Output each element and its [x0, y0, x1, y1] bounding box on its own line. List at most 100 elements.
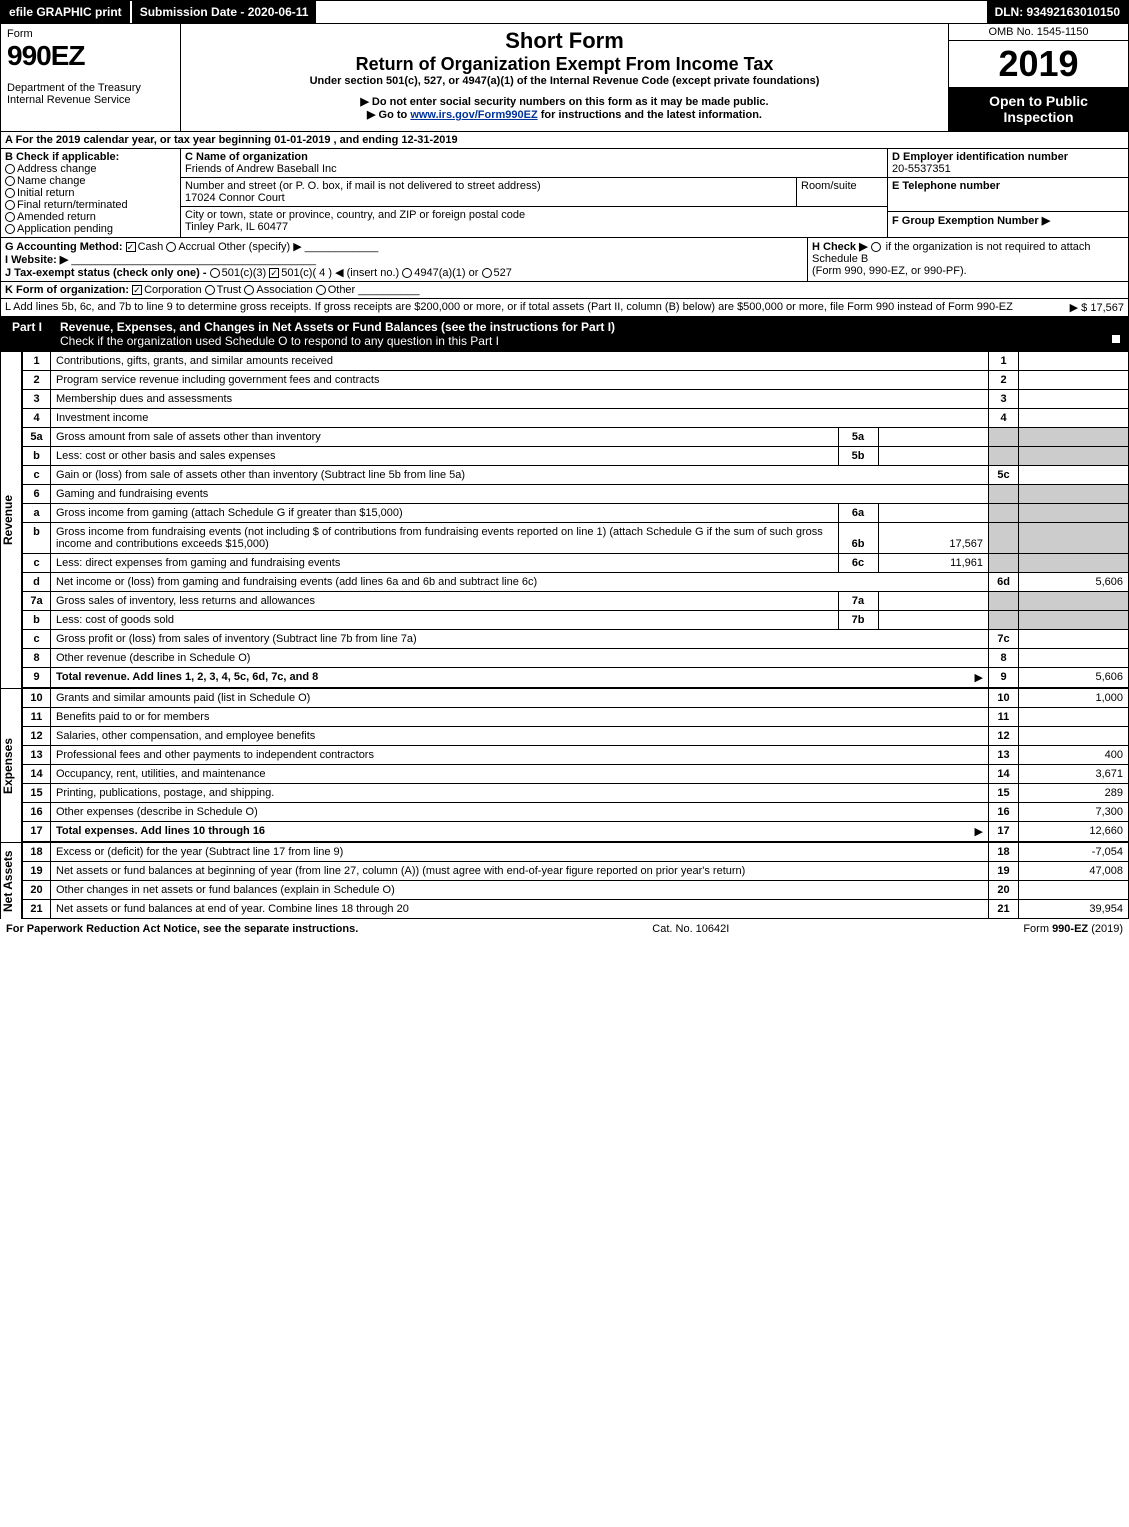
label-501c: 501(c)( 4 ) ◀ (insert no.)	[281, 267, 399, 279]
label-527: 527	[494, 267, 512, 279]
omb-number: OMB No. 1545-1150	[949, 24, 1128, 41]
line-16-num: 16	[23, 803, 51, 822]
line-4-desc: Investment income	[51, 409, 989, 428]
goto-link[interactable]: www.irs.gov/Form990EZ	[410, 109, 537, 121]
line-20-ref: 20	[989, 881, 1019, 900]
check-527[interactable]	[482, 268, 492, 278]
check-initial-return[interactable]	[5, 188, 15, 198]
line-7a-shade2	[1019, 592, 1129, 611]
line-7a-desc: Gross sales of inventory, less returns a…	[51, 592, 838, 610]
line-2-num: 2	[23, 371, 51, 390]
check-501c[interactable]	[269, 268, 279, 278]
line-12-amt	[1019, 727, 1129, 746]
check-name-change[interactable]	[5, 176, 15, 186]
line-5b-desc: Less: cost or other basis and sales expe…	[51, 447, 838, 465]
line-h-text2: (Form 990, 990-EZ, or 990-PF).	[812, 265, 967, 277]
check-schedule-o-used[interactable]	[1111, 334, 1121, 344]
line-13-num: 13	[23, 746, 51, 765]
expenses-vertical-label: Expenses	[0, 688, 22, 842]
street-value: 17024 Connor Court	[185, 192, 285, 204]
line-21-desc: Net assets or fund balances at end of ye…	[51, 900, 989, 919]
line-13-amt: 400	[1019, 746, 1129, 765]
line-6a-shade1	[989, 504, 1019, 523]
line-15-num: 15	[23, 784, 51, 803]
top-bar: efile GRAPHIC print Submission Date - 20…	[0, 0, 1129, 24]
line-9-num: 9	[23, 668, 51, 688]
label-accrual: Accrual	[178, 241, 215, 253]
efile-print-button[interactable]: efile GRAPHIC print	[1, 1, 130, 23]
line-6b-desc: Gross income from fundraising events (no…	[51, 523, 838, 553]
line-6b-subamt: 17,567	[878, 523, 988, 553]
check-501c3[interactable]	[210, 268, 220, 278]
line-7a-sub: 7a	[838, 592, 878, 610]
org-name: Friends of Andrew Baseball Inc	[185, 163, 337, 175]
check-application-pending[interactable]	[5, 224, 15, 234]
label-name-change: Name change	[17, 175, 86, 187]
line-17-arrow: ▶	[975, 825, 983, 838]
line-7b-subamt	[878, 611, 988, 629]
check-schedule-b-not-required[interactable]	[871, 242, 881, 252]
check-corporation[interactable]	[132, 285, 142, 295]
city-value: Tinley Park, IL 60477	[185, 221, 288, 233]
box-b-label: B Check if applicable:	[5, 151, 119, 163]
check-trust[interactable]	[205, 285, 215, 295]
label-other-specify: Other (specify) ▶	[218, 241, 302, 253]
check-cash[interactable]	[126, 242, 136, 252]
check-association[interactable]	[244, 285, 254, 295]
tax-year: 2019	[949, 41, 1128, 87]
open-public-inspection: Open to Public Inspection	[949, 87, 1128, 131]
line-12-desc: Salaries, other compensation, and employ…	[51, 727, 989, 746]
part-i-check-text: Check if the organization used Schedule …	[60, 334, 499, 348]
title-return: Return of Organization Exempt From Incom…	[187, 54, 942, 75]
title-short-form: Short Form	[187, 28, 942, 54]
check-address-change[interactable]	[5, 164, 15, 174]
line-14-amt: 3,671	[1019, 765, 1129, 784]
net-assets-vertical-label: Net Assets	[0, 842, 22, 919]
irs-label: Internal Revenue Service	[7, 94, 174, 106]
line-6a-sub: 6a	[838, 504, 878, 522]
line-4-num: 4	[23, 409, 51, 428]
revenue-section: Revenue 1Contributions, gifts, grants, a…	[0, 351, 1129, 688]
line-5b-shade2	[1019, 447, 1129, 466]
line-10-ref: 10	[989, 689, 1019, 708]
line-6a-num: a	[23, 504, 51, 523]
line-j-label: J Tax-exempt status (check only one) -	[5, 267, 207, 279]
line-20-num: 20	[23, 881, 51, 900]
line-7b-num: b	[23, 611, 51, 630]
line-6c-sub: 6c	[838, 554, 878, 572]
check-accrual[interactable]	[166, 242, 176, 252]
line-13-ref: 13	[989, 746, 1019, 765]
box-d-label: D Employer identification number	[892, 151, 1068, 163]
line-21-amt: 39,954	[1019, 900, 1129, 919]
line-6a-subamt	[878, 504, 988, 522]
line-21-num: 21	[23, 900, 51, 919]
form-number: 990EZ	[7, 40, 174, 72]
line-1-desc: Contributions, gifts, grants, and simila…	[51, 352, 989, 371]
line-6c-desc: Less: direct expenses from gaming and fu…	[51, 554, 838, 572]
check-4947a1[interactable]	[402, 268, 412, 278]
line-21-ref: 21	[989, 900, 1019, 919]
check-amended-return[interactable]	[5, 212, 15, 222]
line-h-label: H Check ▶	[812, 241, 868, 253]
line-6-shade1	[989, 485, 1019, 504]
org-info-block: B Check if applicable: Address change Na…	[0, 149, 1129, 238]
line-3-desc: Membership dues and assessments	[51, 390, 989, 409]
line-17-desc: Total expenses. Add lines 10 through 16	[56, 825, 265, 837]
line-l-amount: ▶ $ 17,567	[1070, 301, 1124, 314]
line-5c-amt	[1019, 466, 1129, 485]
line-5a-subamt	[878, 428, 988, 446]
label-initial-return: Initial return	[17, 187, 74, 199]
line-6d-desc: Net income or (loss) from gaming and fun…	[51, 573, 989, 592]
line-18-ref: 18	[989, 843, 1019, 862]
line-6c-num: c	[23, 554, 51, 573]
check-other-org[interactable]	[316, 285, 326, 295]
check-final-return[interactable]	[5, 200, 15, 210]
line-5a-sub: 5a	[838, 428, 878, 446]
line-15-ref: 15	[989, 784, 1019, 803]
line-11-desc: Benefits paid to or for members	[51, 708, 989, 727]
line-1-num: 1	[23, 352, 51, 371]
line-5a-shade1	[989, 428, 1019, 447]
form-word: Form	[7, 28, 174, 40]
line-12-num: 12	[23, 727, 51, 746]
line-9-arrow: ▶	[975, 671, 983, 684]
